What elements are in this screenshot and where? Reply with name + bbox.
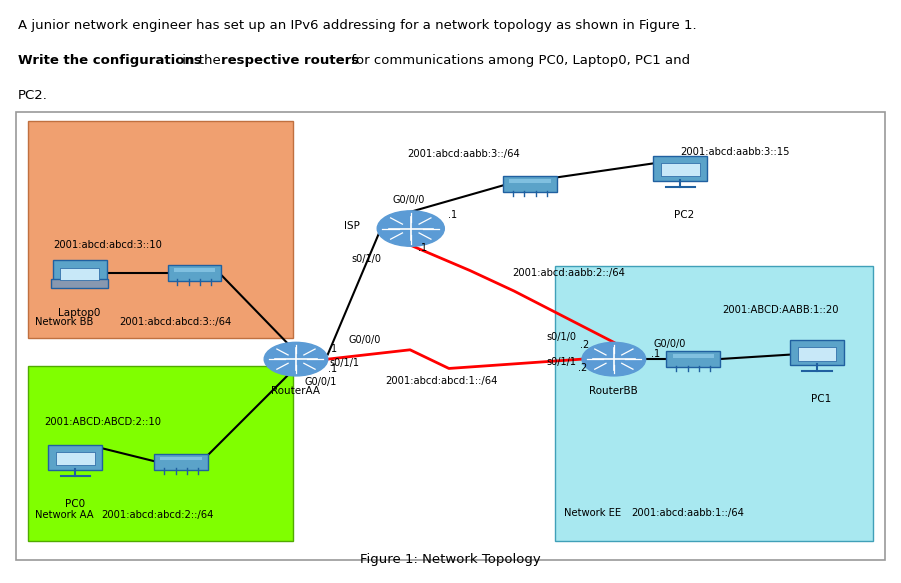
Text: .1: .1 bbox=[651, 349, 660, 359]
FancyBboxPatch shape bbox=[660, 163, 699, 176]
Text: 2001:abcd:abcd:1::/64: 2001:abcd:abcd:1::/64 bbox=[386, 376, 498, 386]
FancyBboxPatch shape bbox=[653, 156, 707, 181]
Text: PC2: PC2 bbox=[674, 210, 695, 220]
Text: 2001:abcd:abcd:3::10: 2001:abcd:abcd:3::10 bbox=[53, 240, 162, 250]
Text: Network EE: Network EE bbox=[563, 508, 621, 518]
Text: .1: .1 bbox=[448, 210, 457, 220]
FancyBboxPatch shape bbox=[667, 351, 720, 367]
Text: 2001:abcd:abcd:2::/64: 2001:abcd:abcd:2::/64 bbox=[102, 510, 214, 521]
Text: .1: .1 bbox=[328, 344, 337, 354]
Circle shape bbox=[582, 342, 646, 376]
Text: ISP: ISP bbox=[343, 221, 359, 231]
Text: G0/0/0: G0/0/0 bbox=[349, 335, 381, 345]
Text: G0/0/1: G0/0/1 bbox=[305, 377, 337, 387]
Circle shape bbox=[378, 211, 444, 246]
FancyBboxPatch shape bbox=[29, 121, 294, 338]
Text: G0/0/0: G0/0/0 bbox=[393, 195, 425, 205]
FancyBboxPatch shape bbox=[53, 260, 106, 282]
FancyBboxPatch shape bbox=[168, 265, 222, 281]
Text: 2001:abcd:aabb:3::/64: 2001:abcd:aabb:3::/64 bbox=[407, 149, 520, 159]
FancyBboxPatch shape bbox=[174, 268, 215, 272]
Text: Laptop0: Laptop0 bbox=[59, 308, 101, 318]
Text: Write the configurations: Write the configurations bbox=[18, 54, 202, 66]
Text: 2001:ABCD:AABB:1::20: 2001:ABCD:AABB:1::20 bbox=[723, 305, 839, 315]
Text: .2: .2 bbox=[578, 363, 587, 374]
Text: G0/0/0: G0/0/0 bbox=[653, 339, 686, 349]
Text: s0/1/1: s0/1/1 bbox=[330, 358, 359, 368]
Text: 2001:abcd:aabb:1::/64: 2001:abcd:aabb:1::/64 bbox=[632, 508, 744, 518]
Text: PC1: PC1 bbox=[811, 394, 832, 404]
FancyBboxPatch shape bbox=[60, 268, 99, 280]
FancyBboxPatch shape bbox=[56, 452, 95, 465]
FancyBboxPatch shape bbox=[797, 347, 836, 360]
Text: .1: .1 bbox=[418, 243, 427, 253]
Text: 2001:abcd:abcd:3::/64: 2001:abcd:abcd:3::/64 bbox=[119, 317, 232, 327]
Text: s0/1/0: s0/1/0 bbox=[547, 332, 577, 342]
FancyBboxPatch shape bbox=[49, 445, 102, 470]
FancyBboxPatch shape bbox=[509, 179, 551, 183]
Text: PC2.: PC2. bbox=[18, 89, 48, 101]
FancyBboxPatch shape bbox=[16, 112, 885, 560]
Text: G0/0/0: G0/0/0 bbox=[349, 326, 381, 336]
Text: RouterAA: RouterAA bbox=[271, 386, 321, 396]
Text: s0/1/0: s0/1/0 bbox=[351, 254, 382, 264]
FancyBboxPatch shape bbox=[790, 340, 844, 365]
Text: s0/1/1: s0/1/1 bbox=[547, 357, 577, 367]
Text: RouterBB: RouterBB bbox=[589, 386, 638, 396]
FancyBboxPatch shape bbox=[29, 366, 294, 541]
Text: for communications among PC0, Laptop0, PC1 and: for communications among PC0, Laptop0, P… bbox=[347, 54, 690, 66]
Text: Network AA: Network AA bbox=[35, 510, 94, 521]
FancyBboxPatch shape bbox=[672, 354, 714, 358]
Text: 2001:abcd:aabb:3::15: 2001:abcd:aabb:3::15 bbox=[680, 146, 789, 157]
FancyBboxPatch shape bbox=[51, 279, 108, 288]
FancyBboxPatch shape bbox=[503, 176, 557, 192]
Text: in the: in the bbox=[178, 54, 225, 66]
Text: .1: .1 bbox=[328, 364, 337, 374]
Text: Network BB: Network BB bbox=[35, 317, 94, 327]
Text: A junior network engineer has set up an IPv6 addressing for a network topology a: A junior network engineer has set up an … bbox=[18, 19, 696, 31]
Text: .2: .2 bbox=[580, 340, 589, 350]
Text: 2001:abcd:aabb:2::/64: 2001:abcd:aabb:2::/64 bbox=[513, 268, 625, 278]
Text: 2001:ABCD:ABCD:2::10: 2001:ABCD:ABCD:2::10 bbox=[44, 417, 161, 427]
FancyBboxPatch shape bbox=[160, 456, 202, 461]
FancyBboxPatch shape bbox=[154, 454, 208, 470]
Text: respective routers: respective routers bbox=[222, 54, 359, 66]
Text: PC0: PC0 bbox=[65, 499, 86, 509]
Text: Figure 1: Network Topology: Figure 1: Network Topology bbox=[360, 553, 541, 566]
FancyBboxPatch shape bbox=[555, 266, 872, 541]
Circle shape bbox=[264, 342, 328, 376]
